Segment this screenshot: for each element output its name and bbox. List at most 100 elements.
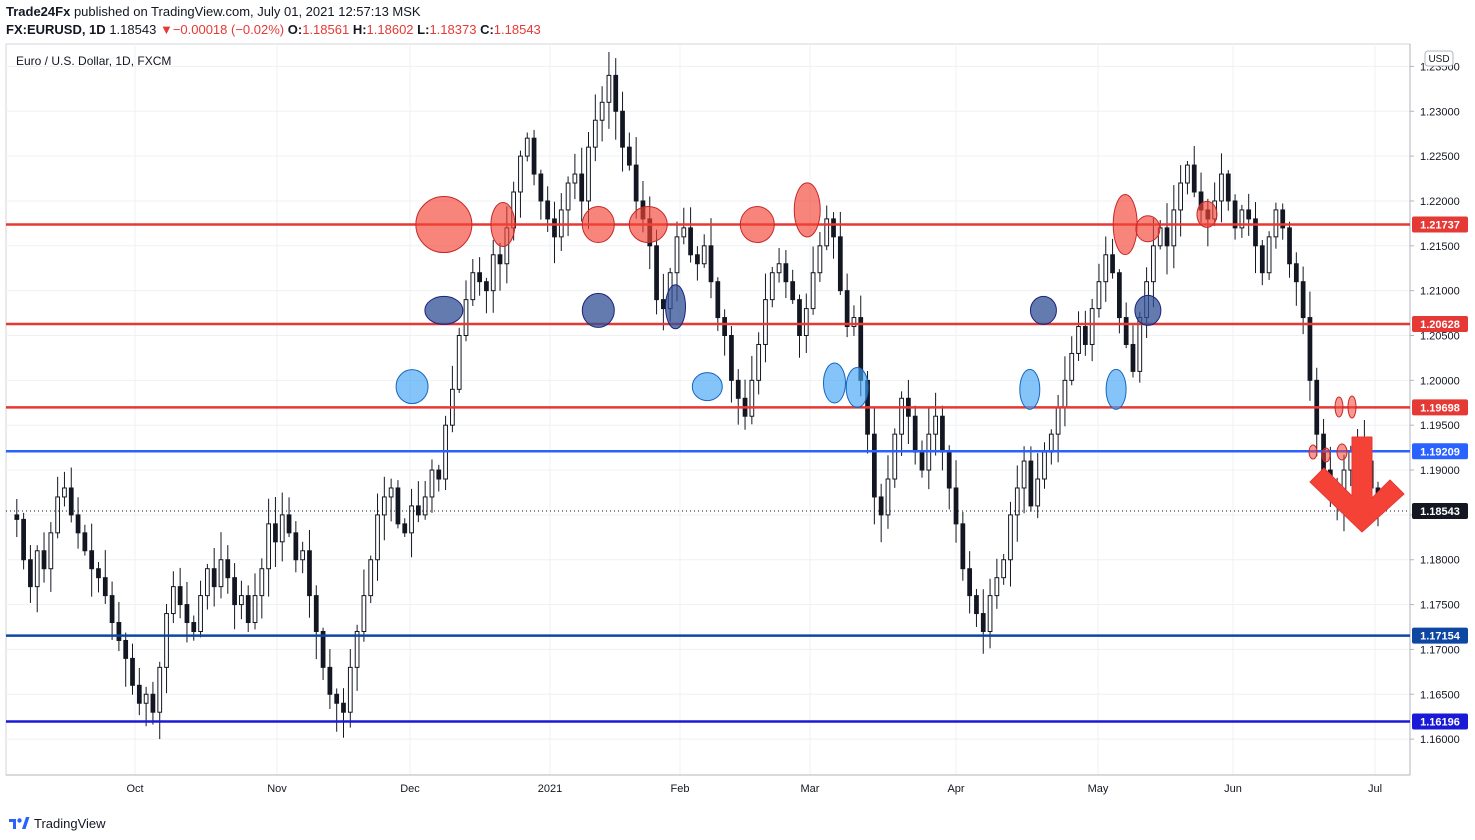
candle	[831, 212, 836, 259]
candle	[1014, 465, 1020, 542]
candle-up	[62, 487, 67, 498]
ellipse-small-red	[1347, 395, 1357, 419]
candle	[974, 588, 979, 627]
candle-up	[851, 317, 857, 328]
candle-down	[436, 469, 442, 480]
candle-up	[892, 433, 898, 480]
candle	[817, 232, 823, 282]
candle-up	[1035, 478, 1041, 507]
candle	[395, 480, 401, 529]
candle	[116, 602, 122, 652]
candle	[749, 355, 755, 425]
candle-down	[1259, 245, 1265, 274]
candle-down	[715, 281, 721, 319]
candle-down	[797, 299, 802, 337]
candle	[531, 129, 537, 186]
candle-down	[1225, 173, 1231, 202]
candle-up	[198, 595, 203, 632]
candle	[422, 480, 428, 520]
candle-up	[300, 550, 306, 561]
candle	[524, 132, 530, 162]
candle	[871, 408, 877, 525]
candle-up	[518, 155, 523, 193]
candle-up	[756, 343, 762, 381]
candle-down	[41, 550, 47, 570]
candle	[279, 492, 285, 562]
candle	[28, 545, 33, 603]
candle-down	[477, 272, 482, 283]
level-price-badge	[1412, 627, 1468, 644]
candle-up	[824, 218, 830, 247]
open-value: 1.18561	[302, 22, 350, 37]
candle	[34, 545, 40, 613]
ellipse-navy	[1029, 295, 1057, 325]
level-price-label: 1.17154	[1420, 631, 1461, 643]
candle-down	[102, 577, 108, 597]
level-price-badge	[1412, 216, 1468, 233]
candle-down	[735, 379, 741, 399]
level-price-label: 1.20628	[1420, 319, 1460, 331]
candle-up	[164, 613, 169, 668]
ellipse-red	[581, 206, 615, 244]
candle	[824, 205, 830, 251]
candle	[708, 218, 714, 299]
candle	[1076, 311, 1081, 361]
candle-down	[919, 451, 925, 471]
candle	[82, 524, 88, 556]
candle	[1266, 231, 1272, 280]
candle-up	[388, 487, 394, 498]
candle-down	[688, 227, 693, 256]
candle	[552, 201, 557, 264]
candle-down	[708, 245, 714, 283]
candle	[1028, 446, 1034, 512]
candle-down	[109, 595, 115, 624]
candle-up	[381, 496, 387, 516]
level-price-badge	[1412, 713, 1468, 730]
candle-down	[633, 164, 639, 202]
x-tick-label: Dec	[400, 783, 420, 795]
candle	[198, 580, 203, 638]
candle-down	[1300, 281, 1306, 319]
candle	[150, 681, 156, 725]
ellipse-navy	[1134, 294, 1162, 326]
price-change: −0.00018 (−0.02%)	[172, 22, 285, 37]
candle	[722, 309, 727, 356]
candle	[490, 239, 496, 313]
y-tick-label: 1.23000	[1420, 106, 1460, 118]
candle	[477, 257, 482, 296]
tradingview-footer[interactable]: TradingView	[8, 812, 106, 834]
candle-down	[82, 532, 88, 552]
candle-down	[341, 702, 346, 713]
author-name[interactable]: Trade24Fx	[6, 4, 71, 19]
candle	[497, 242, 503, 291]
tradingview-logo-icon	[9, 817, 30, 829]
candle-up	[143, 693, 149, 704]
candle-up	[259, 568, 265, 597]
candle-up	[763, 299, 768, 345]
candle-up	[361, 595, 367, 632]
candle	[1110, 238, 1115, 279]
candle	[1246, 193, 1252, 236]
candle-up	[470, 272, 476, 301]
candle-up	[987, 595, 993, 632]
candle-up	[1239, 209, 1245, 229]
candle	[1185, 161, 1190, 195]
x-axis: Oct Nov Dec 2021 Feb Mar Apr May Jun Jul	[126, 783, 1382, 795]
candle-down	[1082, 326, 1088, 345]
candle-up	[592, 119, 598, 148]
candle	[211, 548, 217, 607]
candle-down	[14, 514, 20, 520]
candle	[252, 573, 258, 630]
candle	[327, 649, 333, 709]
candle	[402, 518, 408, 537]
candle	[620, 91, 625, 172]
candle-up	[375, 514, 380, 561]
candle	[1287, 221, 1292, 278]
candles	[14, 52, 1381, 740]
candle	[1117, 269, 1122, 334]
y-tick-label: 1.17500	[1420, 600, 1460, 612]
candle	[613, 58, 619, 140]
candle	[381, 476, 387, 541]
currency-badge-box	[1424, 50, 1454, 67]
